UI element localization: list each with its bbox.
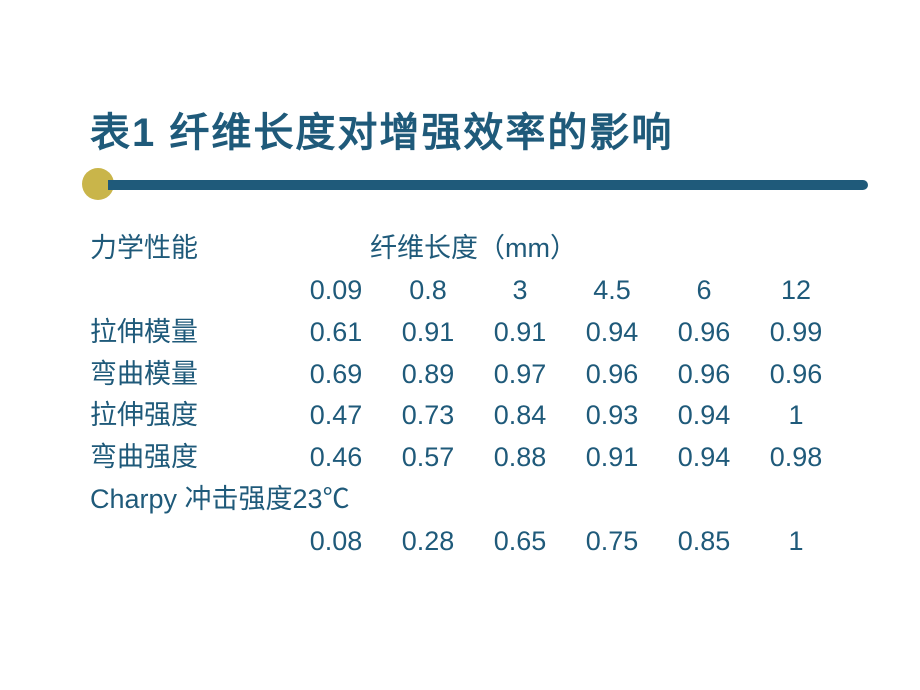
col-head: 4.5 bbox=[566, 270, 658, 312]
cell: 0.69 bbox=[290, 354, 382, 396]
cell: 0.96 bbox=[658, 354, 750, 396]
col-head: 0.8 bbox=[382, 270, 474, 312]
cell: 0.96 bbox=[658, 312, 750, 354]
table-row: 拉伸模量 0.61 0.91 0.91 0.94 0.96 0.99 bbox=[90, 312, 830, 354]
cell: 0.96 bbox=[566, 354, 658, 396]
table-row: 弯曲强度 0.46 0.57 0.88 0.91 0.94 0.98 bbox=[90, 437, 830, 479]
col-head: 12 bbox=[750, 270, 842, 312]
cell: 0.94 bbox=[658, 437, 750, 479]
cell: 0.91 bbox=[382, 312, 474, 354]
cell: 0.84 bbox=[474, 395, 566, 437]
col-head: 0.09 bbox=[290, 270, 382, 312]
cell: 0.91 bbox=[566, 437, 658, 479]
header-row-1: 力学性能 纤维长度（mm） bbox=[90, 228, 830, 270]
row-label: 拉伸强度 bbox=[90, 395, 290, 437]
cell: 0.75 bbox=[566, 521, 658, 563]
slide-title: 表1 纤维长度对增强效率的影响 bbox=[90, 100, 830, 158]
cell: 0.88 bbox=[474, 437, 566, 479]
cell: 0.91 bbox=[474, 312, 566, 354]
row-header-label: 力学性能 bbox=[90, 228, 290, 270]
cell: 0.85 bbox=[658, 521, 750, 563]
cell: 1 bbox=[750, 395, 842, 437]
cell: 0.96 bbox=[750, 354, 842, 396]
extra-row-label: Charpy 冲击强度23℃ bbox=[90, 479, 830, 521]
extra-values-row: 0.08 0.28 0.65 0.75 0.85 1 bbox=[90, 521, 830, 563]
cell: 0.65 bbox=[474, 521, 566, 563]
cell: 0.61 bbox=[290, 312, 382, 354]
cell: 0.94 bbox=[658, 395, 750, 437]
cell: 0.73 bbox=[382, 395, 474, 437]
data-table: 力学性能 纤维长度（mm） 0.09 0.8 3 4.5 6 12 拉伸模量 0… bbox=[90, 228, 830, 563]
rule-bar bbox=[108, 180, 868, 190]
cell: 1 bbox=[750, 521, 842, 563]
slide: 表1 纤维长度对增强效率的影响 力学性能 纤维长度（mm） 0.09 0.8 3… bbox=[0, 0, 920, 690]
cell: 0.97 bbox=[474, 354, 566, 396]
title-rule bbox=[90, 178, 830, 198]
row-label: 弯曲模量 bbox=[90, 354, 290, 396]
cell: 0.46 bbox=[290, 437, 382, 479]
col-head: 3 bbox=[474, 270, 566, 312]
cell: 0.93 bbox=[566, 395, 658, 437]
cell: 0.08 bbox=[290, 521, 382, 563]
cell: 0.98 bbox=[750, 437, 842, 479]
row-label: 拉伸模量 bbox=[90, 312, 290, 354]
col-header-label: 纤维长度（mm） bbox=[370, 228, 577, 270]
blank-label bbox=[90, 521, 290, 563]
blank-label bbox=[90, 270, 290, 312]
cell: 0.47 bbox=[290, 395, 382, 437]
table-row: 弯曲模量 0.69 0.89 0.97 0.96 0.96 0.96 bbox=[90, 354, 830, 396]
table-row: 拉伸强度 0.47 0.73 0.84 0.93 0.94 1 bbox=[90, 395, 830, 437]
header-row-2: 0.09 0.8 3 4.5 6 12 bbox=[90, 270, 830, 312]
col-head: 6 bbox=[658, 270, 750, 312]
row-label: 弯曲强度 bbox=[90, 437, 290, 479]
extra-label-row: Charpy 冲击强度23℃ bbox=[90, 479, 830, 521]
cell: 0.89 bbox=[382, 354, 474, 396]
cell: 0.99 bbox=[750, 312, 842, 354]
cell: 0.28 bbox=[382, 521, 474, 563]
cell: 0.94 bbox=[566, 312, 658, 354]
cell: 0.57 bbox=[382, 437, 474, 479]
